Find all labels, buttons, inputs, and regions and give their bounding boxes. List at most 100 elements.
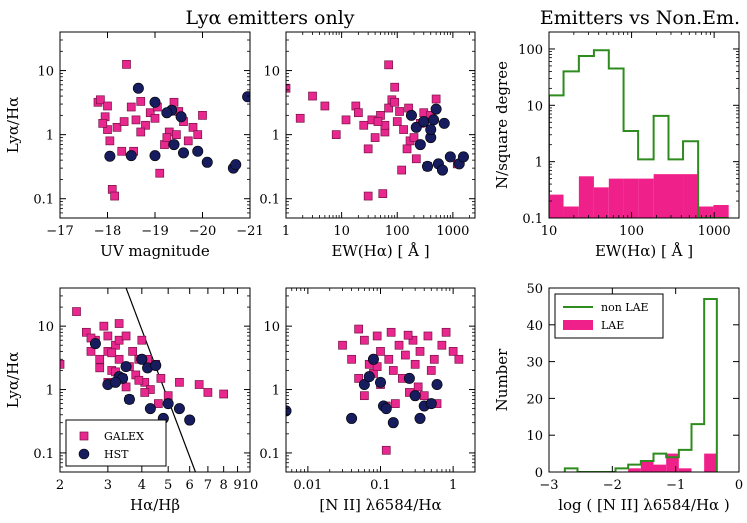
uv-magnitude-panel-galex-point [119, 117, 129, 126]
n2ha-panel-galex-point [386, 327, 396, 337]
n2ha-histogram-panel-y-tick-label: 40 [526, 319, 543, 334]
ew-panel-y-tick-label: 1 [272, 129, 280, 144]
uv-magnitude-panel-galex-point [131, 115, 141, 125]
ew-panel-galex-point [402, 144, 412, 154]
ew-histogram-panel-x-label: EW(Hα) [ Å ] [595, 242, 693, 260]
n2ha-histogram-panel-y-tick-label: 50 [526, 282, 543, 297]
n2ha-histogram-panel-y-tick-label: 30 [526, 356, 543, 371]
ew-histogram-panel-lae-bar [653, 174, 669, 218]
n2ha-panel-hst-point [358, 379, 370, 391]
ew-panel-x-tick-label: 1 [282, 224, 290, 239]
right-title: Emitters vs Non.Em. [540, 7, 740, 29]
ew-panel-galex-point [295, 113, 305, 123]
n2ha-panel-x-tick-label: 0.1 [370, 478, 391, 493]
balmer-decrement-panel-galex-point [81, 327, 91, 337]
n2ha-panel-x-label: [N II] λ6584/Hα [319, 496, 441, 514]
ew-panel-galex-point [378, 189, 388, 198]
balmer-decrement-panel-y-label: Lyα/Hα [4, 352, 22, 409]
n2ha-histogram-panel-y-tick-label: 10 [526, 429, 543, 444]
uv-magnitude-panel-x-tick-label: −17 [46, 224, 73, 239]
n2ha-histogram-panel-x-label: log ( [N II] λ6584/Hα ) [558, 496, 730, 514]
balmer-decrement-panel-galex-point [72, 307, 81, 316]
n2ha-panel-x-tick-label: 1 [449, 478, 457, 493]
uv-magnitude-panel-galex-point [188, 122, 198, 132]
n2ha-panel-galex-point [347, 354, 356, 364]
uv-magnitude-panel-hst-point [192, 145, 204, 157]
n2ha-histogram-panel-legend-lae-marker [563, 320, 593, 330]
uv-magnitude-panel-galex-point [193, 130, 203, 139]
n2ha-panel-y-tick-label: 0.1 [259, 447, 280, 462]
ew-histogram-panel-y-label: N/square degree [493, 61, 511, 189]
ew-panel-galex-point [341, 115, 351, 125]
balmer-decrement-panel-galex-point [137, 335, 147, 345]
ew-panel-hst-point [425, 124, 437, 136]
balmer-decrement-panel-y-tick-label: 10 [37, 320, 54, 335]
uv-magnitude-panel-hst-point [178, 147, 190, 159]
n2ha-panel-galex-point [410, 359, 420, 369]
ew-panel-galex-point [395, 107, 404, 116]
ew-histogram-panel-x-tick-label: 100 [619, 224, 644, 239]
n2ha-histogram-panel-lae-bar [640, 460, 654, 472]
uv-magnitude-panel-galex-point [172, 130, 181, 139]
n2ha-panel-galex-point [413, 382, 423, 392]
balmer-decrement-panel-hst-point [162, 398, 174, 410]
balmer-decrement-panel-galex-point [103, 331, 113, 341]
n2ha-histogram-panel-lae-bar [628, 468, 641, 472]
uv-magnitude-panel-galex-point [183, 136, 193, 146]
n2ha-panel-hst-point [363, 371, 375, 383]
n2ha-histogram-panel-x-tick-label: −1 [666, 478, 685, 493]
uv-magnitude-panel-plot-area [93, 60, 250, 201]
n2ha-panel-galex-point [437, 340, 447, 350]
ew-histogram-panel-x-tick-label: 10 [541, 224, 558, 239]
uv-magnitude-panel-hst-point [104, 150, 116, 162]
balmer-decrement-panel-galex-point [156, 374, 166, 383]
uv-magnitude-panel-y-tick-label: 1 [46, 129, 54, 144]
ew-panel-galex-point [411, 154, 421, 164]
n2ha-panel-galex-point [426, 366, 436, 375]
uv-magnitude-panel-galex-point [96, 95, 105, 105]
ew-panel-y-tick-label: 0.1 [259, 193, 280, 208]
ew-panel-galex-point [354, 108, 363, 118]
n2ha-panel-galex-point [419, 391, 429, 401]
n2ha-histogram-panel-nonlae-step [563, 298, 718, 472]
n2ha-panel-galex-point [448, 347, 458, 356]
ew-histogram-panel-lae-bar [563, 206, 579, 218]
uv-magnitude-panel-galex-point [117, 146, 127, 156]
n2ha-panel-galex-point [388, 366, 398, 375]
balmer-decrement-panel-x-tick-label: 2 [56, 478, 64, 493]
uv-magnitude-panel-galex-point [162, 133, 172, 142]
ew-panel-galex-point [363, 191, 373, 201]
balmer-decrement-panel-galex-point [121, 331, 131, 341]
ew-panel-galex-point [392, 117, 402, 126]
uv-magnitude-panel-y-tick-label: 10 [37, 65, 54, 80]
uv-magnitude-panel-hst-point [125, 150, 137, 162]
ew-panel-galex-point [390, 97, 400, 107]
balmer-decrement-panel-hst-point [120, 361, 132, 373]
ew-panel-galex-point [399, 125, 408, 134]
uv-magnitude-panel-hst-point [230, 159, 242, 171]
ew-panel-galex-point [397, 165, 406, 175]
n2ha-histogram-panel-x-tick-label: −3 [539, 478, 558, 493]
uv-magnitude-panel-galex-point [155, 168, 165, 178]
ew-histogram-panel-lae-bar [578, 176, 594, 218]
balmer-decrement-panel-plot-area [60, 288, 229, 472]
n2ha-histogram-panel-frame [548, 287, 740, 473]
n2ha-histogram-panel-y-tick-label: 0 [535, 466, 543, 481]
ew-panel-galex-point [331, 130, 341, 139]
uv-magnitude-panel-galex-point [103, 101, 112, 111]
uv-magnitude-panel-x-tick-label: −21 [236, 224, 263, 239]
n2ha-panel-galex-point [394, 340, 404, 350]
uv-magnitude-panel-galex-point [136, 127, 146, 137]
n2ha-panel-hst-point [367, 353, 379, 365]
ew-panel-x-tick-label: 10 [333, 224, 350, 239]
ew-panel-galex-point [286, 83, 291, 93]
ew-panel-galex-point [359, 120, 369, 130]
uv-magnitude-panel-x-tick-label: −20 [189, 224, 216, 239]
uv-magnitude-panel-galex-point [112, 122, 122, 132]
balmer-decrement-panel-galex-point [114, 319, 124, 328]
n2ha-panel-galex-point [454, 354, 464, 364]
n2ha-histogram-panel-legend [554, 293, 664, 339]
balmer-decrement-panel-galex-point [140, 388, 150, 397]
